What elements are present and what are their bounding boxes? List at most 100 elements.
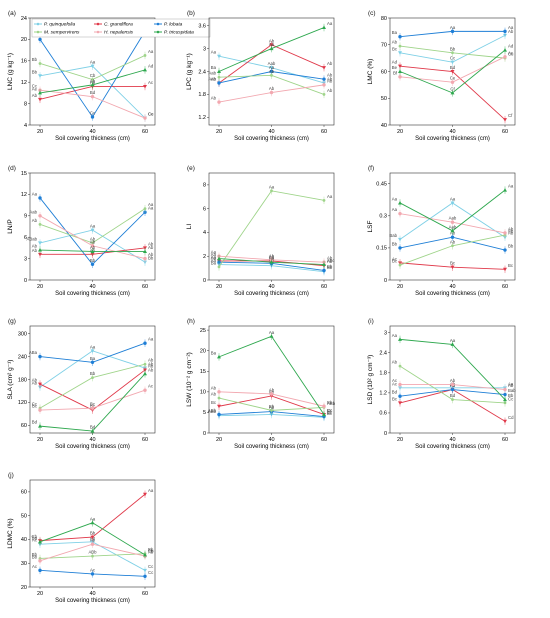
significance-letter: Ce (148, 112, 154, 117)
y-axis-label: LDMC (%) (7, 518, 14, 548)
significance-letter: Bc (327, 410, 333, 415)
significance-letter: Ab (269, 86, 275, 91)
significance-letter: Aa (327, 194, 333, 199)
series-p-tricuspidata: Ba Aa Cb (32, 516, 154, 559)
y-tick-label: 6 (24, 235, 27, 241)
significance-letter: Ac (148, 80, 154, 85)
significance-letter: Ab (327, 61, 333, 66)
significance-letter: Ce (450, 76, 456, 81)
significance-letter: Bd (90, 425, 96, 430)
significance-letter: Aa (211, 256, 217, 261)
significance-letter: Ab (269, 254, 275, 259)
significance-letter: Aa (211, 254, 217, 259)
legend-marker (96, 22, 100, 26)
significance-letter: Ab (269, 405, 275, 410)
legend-box (31, 18, 211, 38)
y-tick-label: 0.6 (379, 411, 387, 417)
panel-label: (b) (187, 10, 195, 17)
series-p-tricuspidata: Aa Aab Aa (392, 184, 514, 235)
significance-letter: Aa (450, 196, 456, 201)
x-tick-label: 20 (37, 129, 43, 135)
x-tick-label: 60 (321, 284, 327, 290)
significance-letter: Ac (392, 381, 398, 386)
x-tick-label: 60 (502, 437, 508, 443)
significance-letter: Ab (148, 358, 154, 363)
significance-letter: Ab (211, 385, 217, 390)
significance-letter: Aab (208, 76, 216, 81)
significance-letter: Aa (508, 381, 514, 386)
significance-letter: Bb (327, 264, 333, 269)
significance-letter: Ab (90, 239, 96, 244)
significance-letter: Ab (32, 381, 38, 386)
significance-letter: Bb (90, 531, 96, 536)
series-h-nepalensis: Ab Ab Ab (211, 78, 333, 106)
y-tick-label: 8 (24, 101, 27, 107)
panel-j: (j) 20 30 40 50 60 20 40 60 Soil covering thickne… (7, 472, 156, 604)
significance-letter: ABab (26, 236, 37, 241)
significance-letter: Ab (508, 383, 514, 388)
series-p-lobata: Aa Bb Aa (32, 191, 154, 269)
y-axis-label: LMC (%) (367, 59, 374, 85)
x-tick-label: 60 (142, 129, 148, 135)
significance-letter: Cc (148, 564, 154, 569)
y-tick-label: 9 (24, 214, 27, 220)
y-tick-label: 2.4 (379, 351, 387, 357)
y-tick-label: 240 (18, 354, 27, 360)
significance-letter: Bb (327, 400, 333, 405)
significance-letter: Ac (508, 50, 514, 55)
panel-label: (g) (8, 318, 16, 325)
significance-letter: Aa (211, 250, 217, 255)
x-tick-label: 40 (89, 284, 95, 290)
significance-letter: Ab (450, 239, 456, 244)
significance-letter: Bab (389, 233, 397, 238)
significance-letter: Ab (32, 218, 38, 223)
legend-marker (36, 30, 40, 34)
y-tick-label: 80 (381, 16, 387, 22)
significance-letter: Ab (450, 378, 456, 383)
significance-letter: Ab (90, 538, 96, 543)
series-c-grandiflora: Ad Bd Cf (392, 60, 513, 124)
y-tick-label: 40 (21, 537, 27, 543)
significance-letter: Aa (32, 191, 38, 196)
x-tick-label: 40 (268, 129, 274, 135)
significance-letter: Ab (211, 392, 217, 397)
significance-letter: Aa (450, 338, 456, 343)
legend-marker (36, 22, 40, 26)
significance-letter: Aa (211, 258, 217, 263)
significance-letter: Ab (327, 78, 333, 83)
x-tick-label: 60 (502, 284, 508, 290)
x-tick-label: 20 (216, 129, 222, 135)
significance-letter: Ab (148, 245, 154, 250)
y-tick-label: 20 (21, 37, 27, 43)
significance-letter: Bb (32, 69, 38, 74)
significance-letter: Ab (392, 40, 398, 45)
x-tick-label: 60 (142, 284, 148, 290)
y-tick-label: 1.2 (198, 115, 206, 121)
legend-item-h-nepalensis: H. nepalensis (94, 30, 134, 36)
y-tick-label: 25 (200, 328, 206, 334)
legend-label: P. lobata (164, 22, 183, 28)
y-tick-label: 0 (384, 431, 387, 437)
significance-letter: Bc (450, 261, 456, 266)
x-tick-label: 60 (321, 437, 327, 443)
significance-letter: Aa (148, 337, 154, 342)
panel-d: (d) 0 3 6 9 12 15 20 40 60 Soil covering thickness… (7, 165, 156, 297)
series-h-nepalensis: Aa Aab Ab (392, 207, 514, 237)
y-tick-label: 0.45 (376, 182, 387, 188)
significance-letter: Ab (269, 256, 275, 261)
significance-letter: Aab (449, 216, 457, 221)
significance-letter: Bd (450, 65, 456, 70)
panel-f: (f) 0 0.15 0.3 0.45 20 40 60 Soil covering thick… (367, 165, 516, 297)
y-axis-label: LI (186, 224, 193, 230)
x-tick-label: 20 (397, 437, 403, 443)
significance-letter: Bb (148, 256, 154, 261)
significance-letter: Ab (269, 253, 275, 258)
y-tick-label: 40 (381, 123, 387, 129)
significance-letter: ABa (29, 350, 38, 355)
significance-letter: Bb (450, 46, 456, 51)
y-tick-label: 180 (18, 377, 27, 383)
y-tick-label: 8 (203, 183, 206, 189)
significance-letter: Ab (148, 252, 154, 257)
